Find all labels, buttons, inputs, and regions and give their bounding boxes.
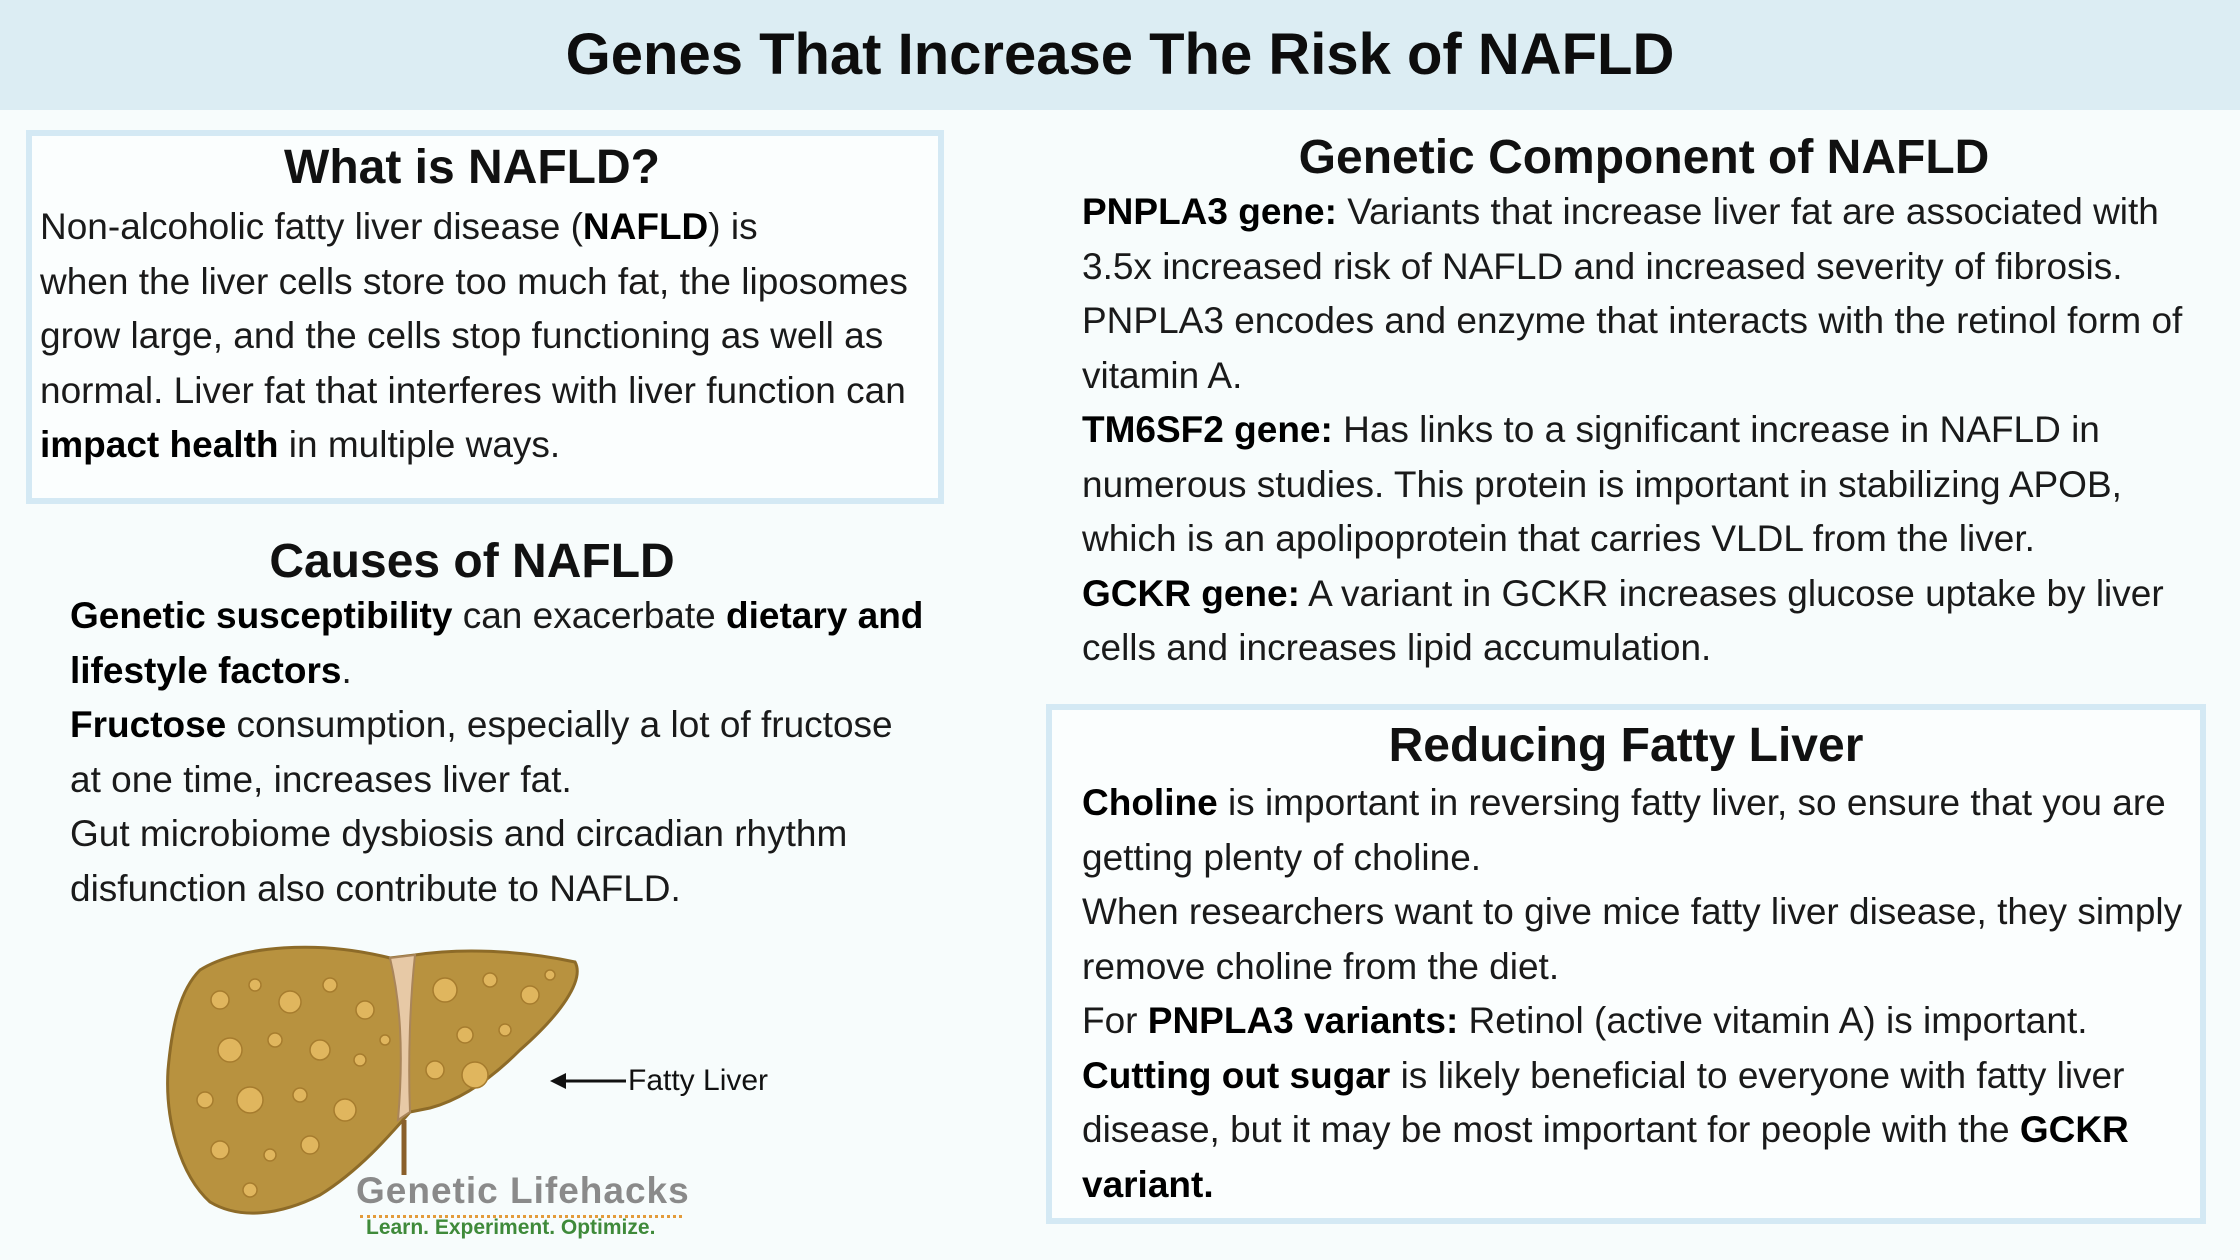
genetic-component-heading: Genetic Component of NAFLD: [1298, 131, 1990, 184]
brand-tagline: Learn. Experiment. Optimize.: [366, 1216, 656, 1239]
brand-logo: Genetic Lifehacks: [356, 1170, 690, 1211]
reducing-fatty-liver-text: Choline is important in reversing fatty …: [1082, 782, 2183, 1205]
fatty-liver-illustration: [166, 945, 579, 1215]
what-is-nafld-text: Non-alcoholic fatty liver disease (NAFLD…: [40, 206, 908, 465]
arrow-left-icon: [550, 1073, 626, 1089]
causes-heading: Causes of NAFLD: [269, 535, 675, 588]
brand-divider: [360, 1215, 682, 1218]
causes-text: Genetic susceptibility can exacerbate di…: [70, 595, 924, 909]
page-title: Genes That Increase The Risk of NAFLD: [565, 22, 1675, 87]
reducing-fatty-liver-box: [1046, 704, 2206, 1224]
title-banner: Genes That Increase The Risk of NAFLD: [0, 0, 2240, 110]
fatty-liver-label: Fatty Liver: [628, 1064, 769, 1097]
reducing-fatty-liver-heading: Reducing Fatty Liver: [1388, 719, 1864, 772]
what-is-nafld-box: [26, 130, 944, 504]
genetic-component-text: PNPLA3 gene: Variants that increase live…: [1082, 191, 2183, 668]
what-is-nafld-heading: What is NAFLD?: [284, 141, 660, 194]
